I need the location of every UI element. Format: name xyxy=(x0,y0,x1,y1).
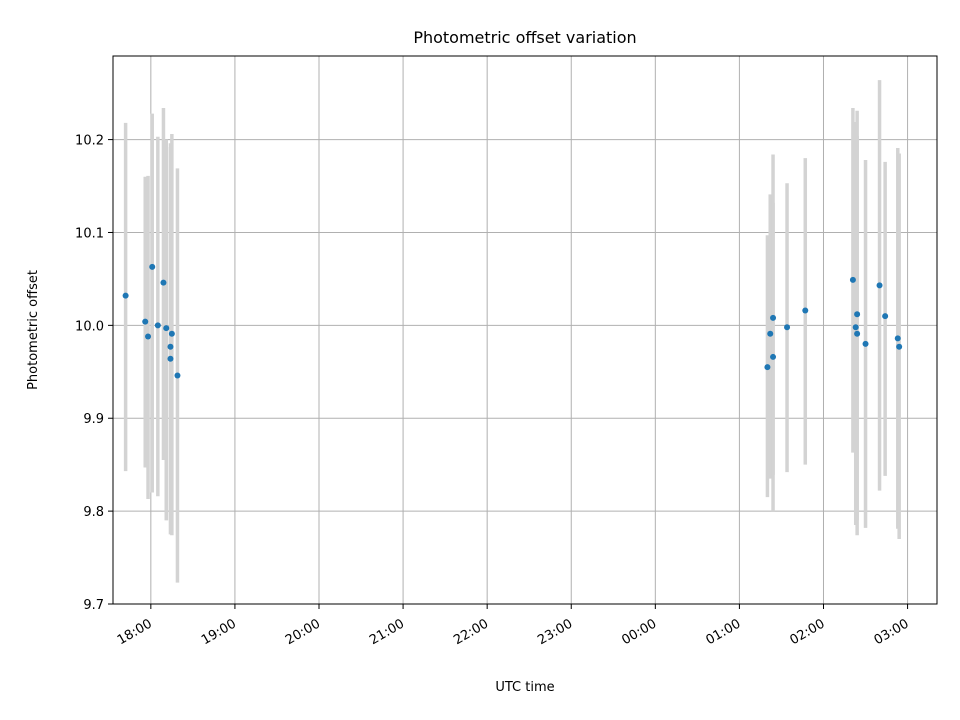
x-tick-label: 22:00 xyxy=(451,616,491,648)
x-tick-label: 18:00 xyxy=(115,616,155,648)
y-tick-label: 10.0 xyxy=(75,319,104,334)
data-point xyxy=(145,333,152,340)
data-point xyxy=(174,372,181,379)
data-point xyxy=(160,279,167,286)
y-tick-label: 10.1 xyxy=(75,226,104,241)
x-tick-label: 20:00 xyxy=(283,616,323,648)
data-point xyxy=(764,364,771,371)
y-tick-label: 9.7 xyxy=(83,598,104,613)
data-point xyxy=(802,307,809,314)
data-point xyxy=(770,314,777,321)
x-axis-label: UTC time xyxy=(495,680,554,695)
data-point xyxy=(154,322,161,329)
data-point xyxy=(167,343,174,350)
x-tick-label: 01:00 xyxy=(703,616,743,648)
data-point xyxy=(862,340,869,347)
data-point xyxy=(896,343,903,350)
x-tick-layer: 18:00 19:00 20:00 21:00 22:00 23:00 00:00 01:00… xyxy=(115,604,912,648)
data-point xyxy=(894,335,901,342)
y-tick-layer: 9.7 9.8 9.9 10.0 10.1 10.2 xyxy=(75,134,113,613)
data-point xyxy=(876,282,883,289)
data-point xyxy=(142,318,149,325)
data-point xyxy=(852,324,859,331)
grid-layer xyxy=(113,56,937,605)
x-tick-label: 19:00 xyxy=(199,616,239,648)
data-point xyxy=(849,276,856,283)
chart-title: Photometric offset variation xyxy=(413,28,636,47)
y-tick-label: 9.8 xyxy=(83,505,104,520)
x-tick-label: 00:00 xyxy=(619,616,659,648)
x-tick-label: 02:00 xyxy=(788,616,828,648)
data-point xyxy=(770,353,777,360)
data-point xyxy=(854,330,861,337)
data-point xyxy=(168,330,175,337)
y-tick-label: 9.9 xyxy=(83,412,104,427)
data-point xyxy=(149,263,156,270)
x-tick-label: 21:00 xyxy=(367,616,407,648)
y-axis-label: Photometric offset xyxy=(26,270,41,390)
data-point xyxy=(122,292,129,299)
data-point xyxy=(767,330,774,337)
point-layer xyxy=(122,263,903,379)
plot-frame xyxy=(112,55,938,605)
data-point xyxy=(167,355,174,362)
y-tick-label: 10.2 xyxy=(75,134,104,149)
x-tick-label: 03:00 xyxy=(872,616,912,648)
data-point xyxy=(163,325,170,332)
errorbar-layer xyxy=(123,80,901,583)
data-point xyxy=(854,311,861,318)
x-tick-label: 23:00 xyxy=(535,616,575,648)
data-point xyxy=(882,313,889,320)
data-point xyxy=(784,324,791,331)
